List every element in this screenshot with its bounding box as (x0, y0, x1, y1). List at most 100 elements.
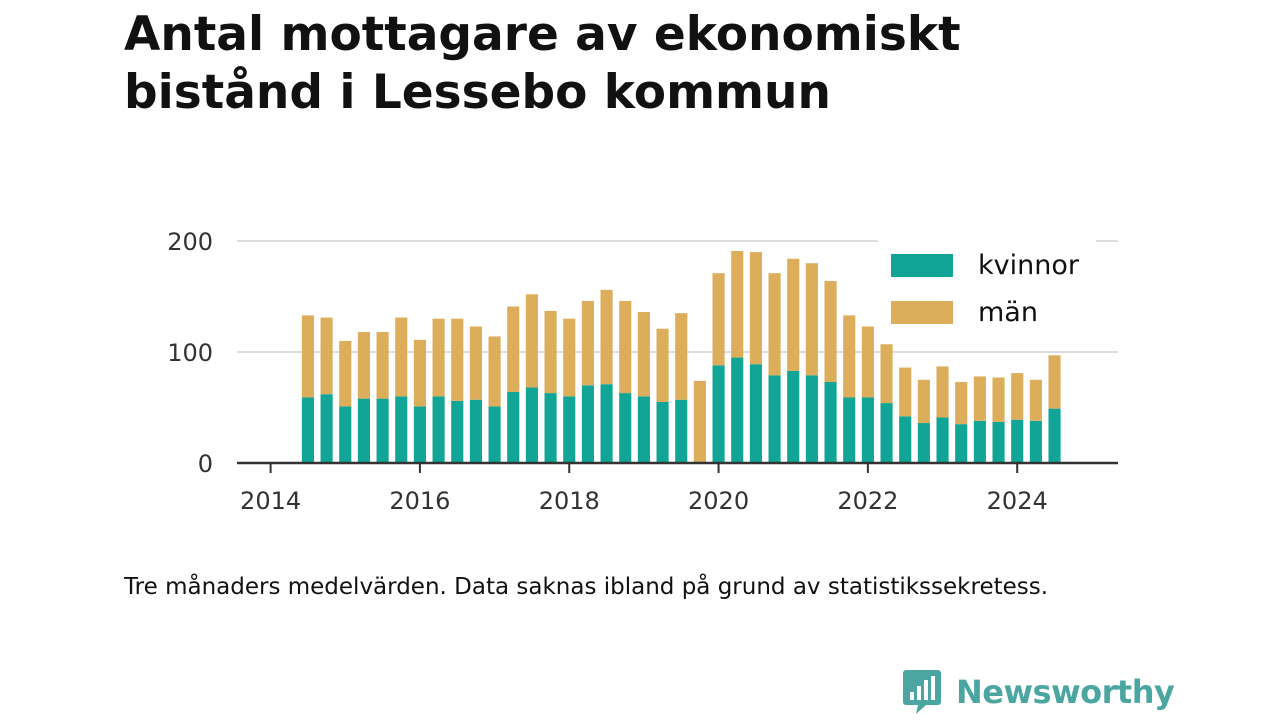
legend: kvinnor män (878, 240, 1096, 332)
bar-kvinnor (787, 370, 800, 463)
bar-män (749, 252, 762, 365)
bar-män (1011, 373, 1024, 420)
newsworthy-logo-icon (903, 670, 941, 714)
bar-män (936, 366, 949, 418)
bar-kvinnor (656, 401, 669, 463)
bar-kvinnor (544, 393, 557, 463)
bar-kvinnor (525, 387, 538, 463)
bar-män (320, 317, 333, 395)
bar-kvinnor (413, 406, 426, 463)
x-tick-label: 2020 (688, 487, 749, 515)
bar-kvinnor (936, 417, 949, 463)
bar-män (544, 310, 557, 394)
bar-män (861, 326, 874, 398)
bar-kvinnor (600, 384, 613, 463)
bar-kvinnor (712, 365, 725, 463)
bar-män (731, 250, 744, 358)
bar-män (955, 381, 968, 425)
bar-kvinnor (1029, 420, 1042, 463)
brand-logo: Newsworthy (902, 668, 1175, 716)
bar-kvinnor (451, 400, 464, 463)
bar-kvinnor (619, 393, 632, 463)
bar-kvinnor (843, 397, 856, 463)
bar-män (395, 317, 408, 397)
bar-män (917, 379, 930, 424)
bars (301, 250, 1061, 463)
bar-män (525, 294, 538, 388)
bar-kvinnor (637, 396, 650, 463)
bar-män (413, 339, 426, 407)
x-tick-label: 2018 (539, 487, 600, 515)
bar-kvinnor (861, 397, 874, 463)
bar-män (973, 376, 986, 421)
axes: 0 100 200 2014 2016 2018 2020 2022 2024 (167, 228, 1118, 515)
bar-män (992, 377, 1005, 422)
bar-män (637, 312, 650, 397)
bar-kvinnor (507, 391, 520, 463)
bar-män (469, 326, 482, 400)
bar-kvinnor (339, 406, 352, 463)
bar-män (451, 318, 464, 401)
bar-kvinnor (488, 406, 501, 463)
bar-kvinnor (731, 357, 744, 463)
bar-kvinnor (581, 385, 594, 463)
bar-kvinnor (917, 423, 930, 463)
bar-män (357, 332, 370, 399)
bar-män (656, 328, 669, 402)
bar-män (843, 315, 856, 398)
bar-män (768, 273, 781, 376)
bar-män (339, 340, 352, 407)
bar-kvinnor (992, 421, 1005, 463)
bar-män (1029, 379, 1042, 421)
legend-label: kvinnor (978, 250, 1080, 281)
bar-män (488, 336, 501, 407)
bar-kvinnor (563, 396, 576, 463)
bar-män (675, 313, 688, 400)
bar-kvinnor (805, 375, 818, 463)
bar-kvinnor (357, 398, 370, 463)
bar-kvinnor (376, 398, 389, 463)
bar-män (1048, 355, 1061, 409)
bar-män (581, 300, 594, 386)
bar-kvinnor (320, 394, 333, 463)
chart-title: Antal mottagare av ekonomiskt bistånd i … (124, 7, 961, 120)
bar-män (432, 318, 445, 397)
x-tick-label: 2024 (987, 487, 1048, 515)
bar-män (824, 280, 837, 382)
bar-kvinnor (749, 364, 762, 463)
bar-kvinnor (469, 399, 482, 463)
bar-kvinnor (955, 424, 968, 463)
bar-kvinnor (301, 397, 314, 463)
bar-kvinnor (1048, 408, 1061, 463)
bar-män (712, 273, 725, 366)
bar-män (301, 315, 314, 398)
legend-swatch-kvinnor (891, 254, 953, 277)
bar-män (880, 344, 893, 404)
bar-kvinnor (768, 375, 781, 463)
legend-label: män (978, 297, 1038, 328)
bar-män (787, 258, 800, 371)
y-tick-label: 200 (167, 228, 213, 256)
bar-män (899, 367, 912, 417)
x-tick-label: 2014 (240, 487, 301, 515)
chart-caption: Tre månaders medelvärden. Data saknas ib… (124, 574, 1049, 600)
bar-män (805, 263, 818, 376)
brand-name: Newsworthy (956, 673, 1175, 711)
bar-kvinnor (973, 420, 986, 463)
legend-swatch-män (891, 301, 953, 324)
bar-kvinnor (1011, 419, 1024, 463)
y-tick-label: 0 (198, 450, 213, 478)
bar-kvinnor (432, 396, 445, 463)
bar-män (376, 332, 389, 399)
bar-män (693, 380, 706, 463)
bar-män (619, 300, 632, 394)
y-tick-label: 100 (167, 339, 213, 367)
bar-kvinnor (899, 416, 912, 463)
bar-män (600, 289, 613, 385)
bar-kvinnor (824, 381, 837, 463)
bar-män (507, 306, 520, 392)
bar-kvinnor (675, 399, 688, 463)
bar-kvinnor (395, 396, 408, 463)
